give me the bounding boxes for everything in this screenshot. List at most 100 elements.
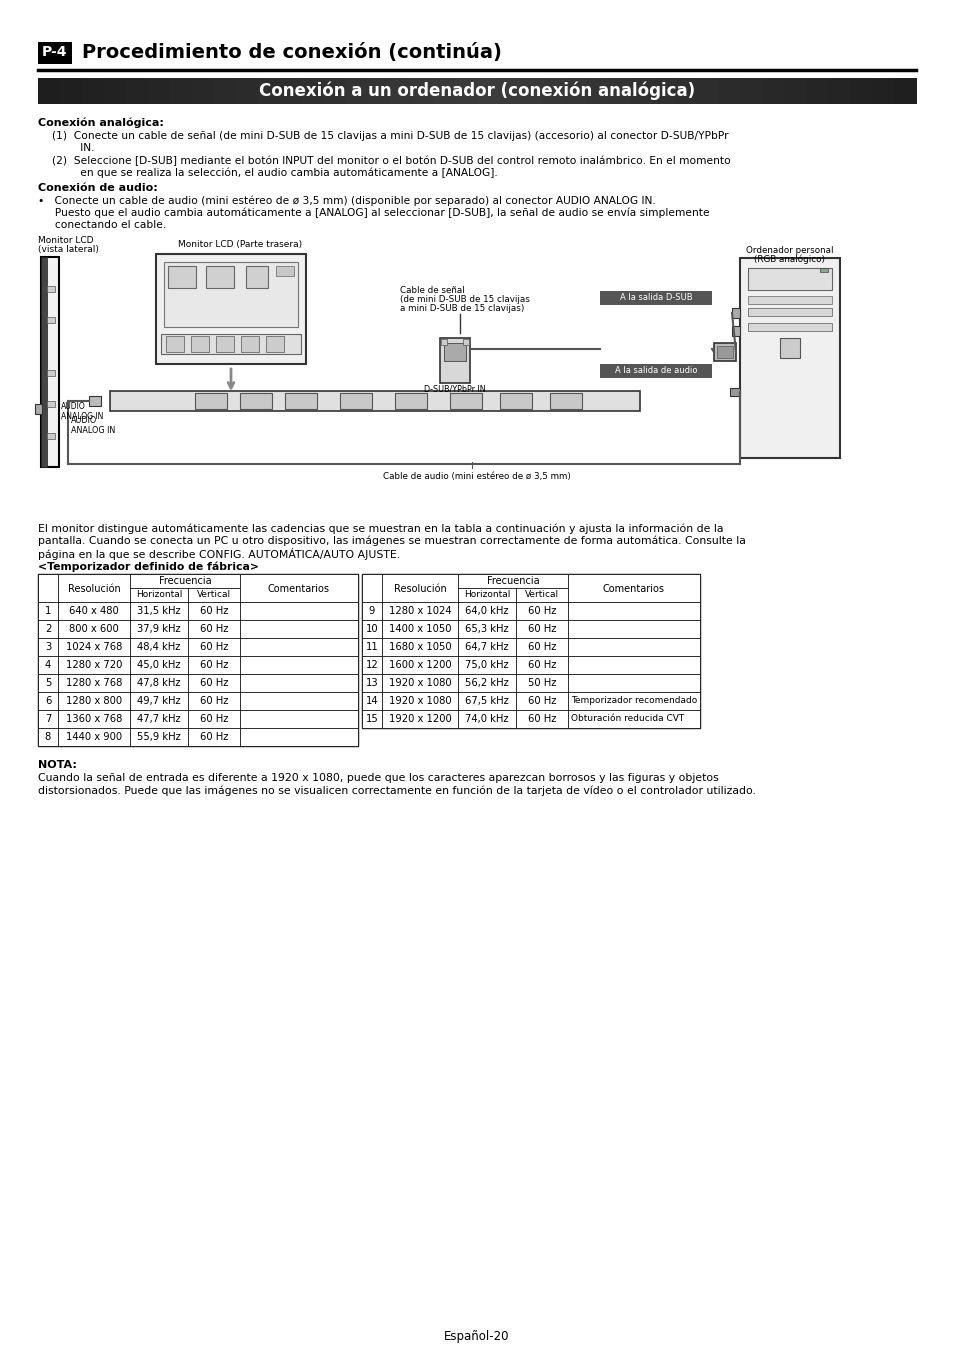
Text: 1920 x 1200: 1920 x 1200 xyxy=(388,714,451,724)
Bar xyxy=(381,602,457,620)
Bar xyxy=(257,78,280,104)
Bar xyxy=(361,639,381,656)
Text: A la salida de audio: A la salida de audio xyxy=(614,366,697,375)
Bar xyxy=(130,602,188,620)
Bar xyxy=(110,392,639,410)
Bar xyxy=(164,262,297,327)
Bar xyxy=(731,308,740,319)
Bar xyxy=(188,639,240,656)
Bar xyxy=(599,364,711,378)
Bar xyxy=(130,574,240,589)
Text: 1280 x 800: 1280 x 800 xyxy=(66,697,122,706)
Text: 1280 x 720: 1280 x 720 xyxy=(66,660,122,670)
Text: (RGB analógico): (RGB analógico) xyxy=(754,254,824,263)
Bar xyxy=(761,78,784,104)
Bar xyxy=(567,639,700,656)
Text: Vertical: Vertical xyxy=(196,590,231,599)
Text: 60 Hz: 60 Hz xyxy=(199,714,228,724)
Bar xyxy=(361,620,381,639)
Text: Cable de audio (mini estéreo de ø 3,5 mm): Cable de audio (mini estéreo de ø 3,5 mm… xyxy=(383,472,570,481)
Bar xyxy=(285,393,316,409)
Bar xyxy=(58,639,130,656)
Bar xyxy=(38,656,58,674)
Text: 60 Hz: 60 Hz xyxy=(199,643,228,652)
Bar xyxy=(266,336,284,352)
Bar xyxy=(301,78,324,104)
Bar xyxy=(381,574,457,602)
Text: 60 Hz: 60 Hz xyxy=(527,714,556,724)
Text: 5: 5 xyxy=(45,678,51,688)
Text: Conexión de audio:: Conexión de audio: xyxy=(38,184,157,193)
Text: Comentarios: Comentarios xyxy=(602,585,664,594)
Text: 60 Hz: 60 Hz xyxy=(199,606,228,616)
Bar xyxy=(411,78,434,104)
Bar xyxy=(516,602,567,620)
Text: 60 Hz: 60 Hz xyxy=(199,624,228,634)
Bar xyxy=(188,693,240,710)
Bar xyxy=(38,78,61,104)
Text: 60 Hz: 60 Hz xyxy=(199,697,228,706)
Text: 1280 x 1024: 1280 x 1024 xyxy=(388,606,451,616)
Bar xyxy=(567,674,700,693)
Bar xyxy=(188,656,240,674)
Bar xyxy=(240,620,357,639)
Bar xyxy=(241,336,258,352)
Bar xyxy=(476,78,499,104)
Bar xyxy=(41,256,59,467)
Bar xyxy=(567,656,700,674)
Text: 1360 x 768: 1360 x 768 xyxy=(66,714,122,724)
Bar xyxy=(381,656,457,674)
Bar xyxy=(747,269,831,290)
Text: 2: 2 xyxy=(45,624,51,634)
Bar xyxy=(130,639,188,656)
Bar xyxy=(516,639,567,656)
Bar xyxy=(235,78,258,104)
Text: 60 Hz: 60 Hz xyxy=(199,660,228,670)
Text: 6: 6 xyxy=(45,697,51,706)
Bar xyxy=(279,78,302,104)
Text: 60 Hz: 60 Hz xyxy=(527,697,556,706)
Bar xyxy=(170,78,193,104)
Bar xyxy=(240,693,357,710)
Bar xyxy=(38,602,58,620)
Bar xyxy=(747,323,831,331)
Bar xyxy=(652,78,675,104)
Bar xyxy=(674,78,697,104)
Text: 55,9 kHz: 55,9 kHz xyxy=(137,732,181,742)
Bar xyxy=(696,78,719,104)
Text: 4: 4 xyxy=(45,660,51,670)
Text: página en la que se describe CONFIG. AUTOMÁTICA/AUTO AJUSTE.: página en la que se describe CONFIG. AUT… xyxy=(38,548,399,560)
Bar xyxy=(516,620,567,639)
Bar xyxy=(240,602,357,620)
Bar xyxy=(130,728,188,747)
Bar xyxy=(240,393,272,409)
Bar xyxy=(130,589,188,602)
Text: Resolución: Resolución xyxy=(394,585,446,594)
Bar xyxy=(455,78,477,104)
Bar xyxy=(89,396,101,406)
Text: pantalla. Cuando se conecta un PC u otro dispositivo, las imágenes se muestran c: pantalla. Cuando se conecta un PC u otro… xyxy=(38,536,745,547)
Text: Monitor LCD: Monitor LCD xyxy=(38,236,93,244)
Bar xyxy=(457,656,516,674)
Bar xyxy=(240,574,357,602)
Text: 12: 12 xyxy=(365,660,378,670)
Text: AUDIO
ANALOG IN: AUDIO ANALOG IN xyxy=(71,416,115,436)
Text: (1)  Conecte un cable de señal (de mini D-SUB de 15 clavijas a mini D-SUB de 15 : (1) Conecte un cable de señal (de mini D… xyxy=(52,131,728,140)
Text: Obturación reducida CVT: Obturación reducida CVT xyxy=(571,714,683,724)
Text: 75,0 kHz: 75,0 kHz xyxy=(465,660,508,670)
Text: 60 Hz: 60 Hz xyxy=(199,732,228,742)
Bar xyxy=(608,78,631,104)
Bar xyxy=(47,401,55,406)
Bar xyxy=(47,432,55,439)
Bar xyxy=(827,78,850,104)
Text: 1280 x 768: 1280 x 768 xyxy=(66,678,122,688)
Text: 48,4 kHz: 48,4 kHz xyxy=(137,643,180,652)
Text: 800 x 600: 800 x 600 xyxy=(69,624,119,634)
Bar xyxy=(246,266,268,288)
Bar xyxy=(367,78,390,104)
Text: Monitor LCD (Parte trasera): Monitor LCD (Parte trasera) xyxy=(178,240,302,248)
Bar xyxy=(38,674,58,693)
Bar xyxy=(47,317,55,323)
Bar xyxy=(564,78,587,104)
Bar xyxy=(717,346,732,358)
